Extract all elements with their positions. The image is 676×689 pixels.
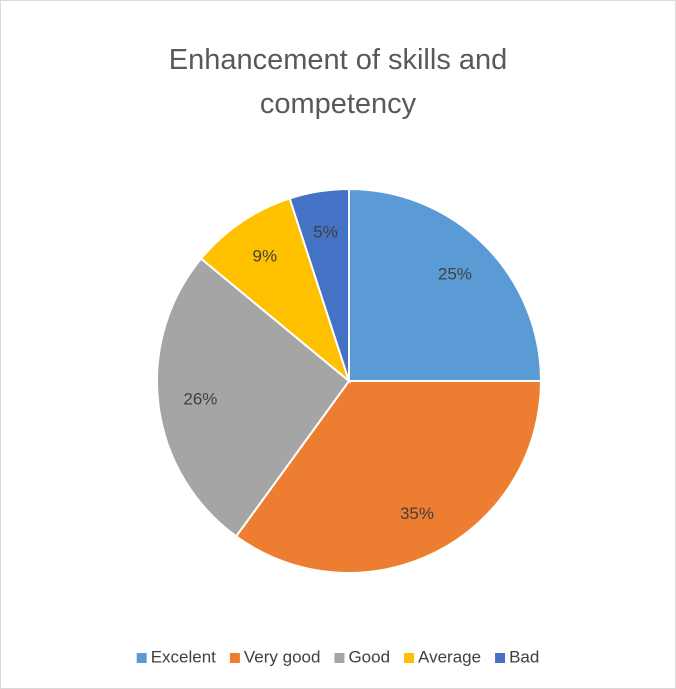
- legend-swatch: [495, 653, 506, 663]
- legend-swatch: [404, 653, 415, 663]
- pie-slice: [288, 187, 350, 382]
- legend-label: Average: [418, 647, 481, 666]
- legend-swatch: [334, 653, 345, 663]
- legend-label: Bad: [509, 647, 539, 666]
- pie-slice: [199, 197, 352, 384]
- data-label: 5%: [313, 223, 338, 242]
- data-label: 9%: [253, 247, 278, 266]
- pie-slice: [156, 257, 351, 538]
- chart-title: Enhancement of skills and competency: [168, 44, 508, 120]
- legend-label: Very good: [244, 647, 321, 666]
- pie-slice: [348, 187, 543, 382]
- legend-swatch: [136, 653, 147, 663]
- legend-label: Good: [348, 647, 390, 666]
- legend-swatch: [229, 653, 240, 663]
- pie-slice: [234, 380, 543, 574]
- data-label: 26%: [183, 389, 217, 408]
- legend-label: Excelent: [151, 647, 216, 666]
- data-label: 35%: [400, 504, 434, 523]
- data-label: 25%: [438, 265, 472, 284]
